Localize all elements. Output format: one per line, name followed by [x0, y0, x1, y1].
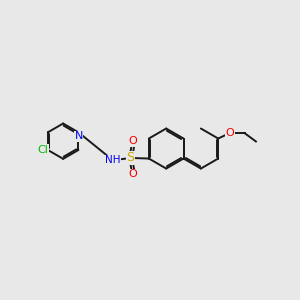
Text: O: O — [225, 128, 234, 138]
Text: O: O — [129, 169, 137, 179]
Text: Cl: Cl — [37, 145, 48, 155]
Text: S: S — [127, 152, 135, 164]
Text: N: N — [74, 131, 83, 142]
Text: NH: NH — [105, 155, 121, 165]
Text: O: O — [129, 136, 137, 146]
